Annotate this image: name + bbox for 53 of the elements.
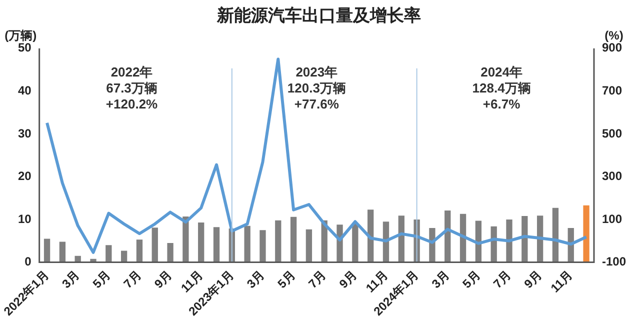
bar xyxy=(552,208,559,262)
x-tick-label: 7月 xyxy=(490,268,514,292)
x-tick-label: 5月 xyxy=(90,268,114,292)
y2-axis-title: (%) xyxy=(604,28,624,43)
x-tick-label: 5月 xyxy=(460,268,483,292)
annotation: 2022年 67.3万辆 +120.2% xyxy=(106,64,158,112)
x-tick-label: 7月 xyxy=(306,268,329,292)
bar xyxy=(182,216,189,262)
annotation: 2024年 128.4万辆 +6.7% xyxy=(472,64,531,112)
bar xyxy=(106,245,112,262)
x-tick-label: 7月 xyxy=(120,268,144,292)
x-tick-label: 11月 xyxy=(548,268,576,296)
bar xyxy=(167,243,174,262)
x-tick-label: 3月 xyxy=(244,268,268,292)
bar xyxy=(275,220,282,262)
y-tick-label: 50 xyxy=(18,40,32,55)
x-tick-label: 9月 xyxy=(521,268,545,292)
bar xyxy=(244,226,250,262)
annotation: 2023年 120.3万辆 +77.6% xyxy=(287,64,346,112)
bar xyxy=(198,222,204,262)
y2-tick-label: 100 xyxy=(602,212,622,226)
bar xyxy=(506,219,512,262)
bar xyxy=(152,228,158,262)
bar xyxy=(352,223,358,262)
bar xyxy=(306,229,312,262)
bar xyxy=(120,250,128,262)
chart-title: 新能源汽车出口量及增长率 xyxy=(216,6,421,25)
x-tick-label: 9月 xyxy=(152,268,175,292)
x-tick-label: 3月 xyxy=(428,268,452,292)
bar xyxy=(290,216,297,262)
y2-tick-label: -100 xyxy=(602,254,626,269)
y-tick-label: 0 xyxy=(24,254,32,269)
y2-tick-label: 300 xyxy=(602,169,622,184)
bar xyxy=(44,238,50,262)
x-tick-label: 11月 xyxy=(363,268,390,296)
x-tick-label: 9月 xyxy=(336,268,360,292)
y2-tick-label: 900 xyxy=(602,40,622,55)
y-tick-label: 10 xyxy=(18,212,32,226)
x-tick-label: 3月 xyxy=(59,268,82,292)
y-tick-label: 40 xyxy=(18,83,32,98)
bar xyxy=(583,205,590,262)
y-tick-label: 30 xyxy=(18,126,32,140)
bar xyxy=(398,216,404,262)
bar xyxy=(260,230,266,262)
y2-tick-label: 700 xyxy=(602,83,622,98)
x-tick-label: 5月 xyxy=(274,268,298,292)
y-axis-title: (万辆) xyxy=(4,28,37,43)
bar xyxy=(136,240,143,262)
y2-tick-label: 500 xyxy=(602,126,622,140)
y-tick-label: 20 xyxy=(18,169,32,184)
bar xyxy=(59,242,66,262)
bar xyxy=(536,216,544,262)
bar xyxy=(213,227,220,262)
